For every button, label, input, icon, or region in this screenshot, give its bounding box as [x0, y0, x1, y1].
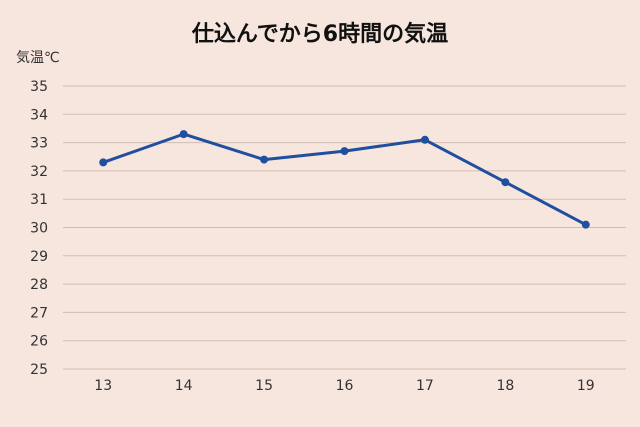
- y-tick-label: 35: [30, 79, 48, 95]
- y-tick-label: 25: [30, 362, 48, 378]
- chart-title: 仕込んでから6時間の気温: [191, 21, 448, 47]
- y-tick-labels: 25 26 27 28 29 30 31 32 33 34 35: [30, 79, 48, 378]
- x-tick-label: 14: [175, 378, 193, 394]
- x-tick-label: 18: [496, 378, 514, 394]
- y-tick-label: 27: [30, 305, 48, 321]
- y-tick-label: 29: [30, 249, 48, 265]
- gridlines: [63, 85, 626, 370]
- data-point: [260, 155, 269, 164]
- series-group: [99, 130, 590, 229]
- y-tick-label: 30: [30, 221, 48, 237]
- x-tick-label: 19: [577, 378, 595, 394]
- y-tick-label: 34: [30, 107, 48, 123]
- data-point: [179, 130, 188, 139]
- y-tick-label: 28: [30, 277, 48, 293]
- y-tick-label: 32: [30, 164, 48, 180]
- x-tick-label: 15: [255, 378, 273, 394]
- data-point: [501, 178, 510, 187]
- data-point: [340, 147, 349, 156]
- x-tick-label: 17: [416, 378, 434, 394]
- data-point: [581, 220, 590, 229]
- x-tick-labels: 13 14 15 16 17 18 19: [94, 378, 594, 394]
- x-tick-label: 16: [336, 378, 354, 394]
- x-tick-label: 13: [94, 378, 112, 394]
- data-point: [99, 158, 108, 167]
- y-tick-label: 33: [30, 136, 48, 152]
- y-axis-label: 気温℃: [16, 50, 60, 66]
- y-tick-label: 26: [30, 334, 48, 350]
- data-point: [420, 135, 429, 144]
- y-tick-label: 31: [30, 192, 48, 208]
